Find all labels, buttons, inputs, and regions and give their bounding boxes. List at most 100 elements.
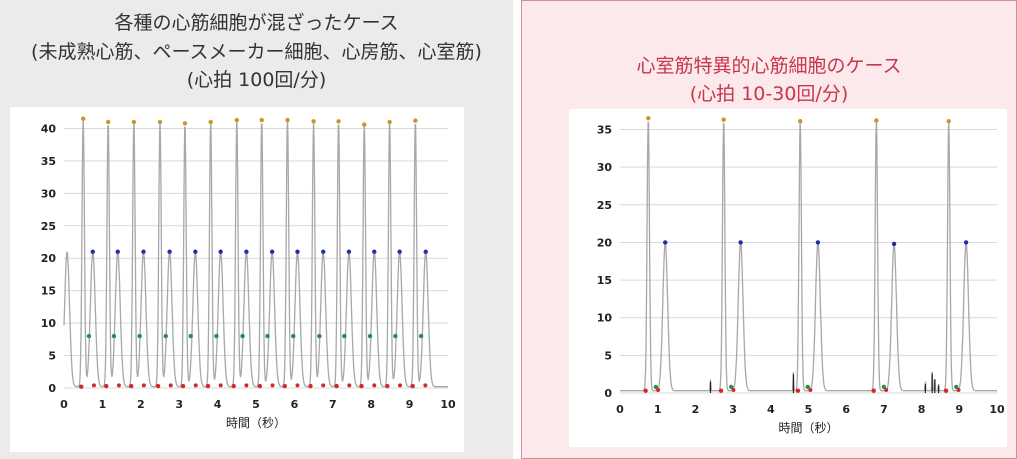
signal-trace bbox=[620, 120, 997, 392]
y-tick-label: 0 bbox=[48, 382, 56, 395]
baseline-marker bbox=[244, 383, 249, 388]
x-tick-label: 3 bbox=[729, 403, 737, 416]
x-tick-label: 2 bbox=[137, 398, 145, 411]
baseline-marker bbox=[168, 383, 173, 388]
y-tick-label: 15 bbox=[597, 274, 612, 287]
peak-marker bbox=[311, 119, 316, 124]
y-tick-label: 10 bbox=[41, 317, 57, 330]
baseline-marker bbox=[871, 388, 876, 393]
baseline-marker bbox=[410, 383, 415, 389]
title-line-1: 心室筋特異的心筋細胞のケース bbox=[636, 55, 902, 77]
baseline-marker bbox=[943, 388, 949, 393]
x-tick-label: 5 bbox=[805, 403, 813, 416]
y-tick-label: 15 bbox=[41, 285, 56, 298]
y-tick-label: 30 bbox=[597, 161, 613, 174]
baseline-marker bbox=[321, 383, 326, 388]
y-tick-label: 20 bbox=[41, 252, 57, 265]
trough-marker bbox=[86, 333, 92, 339]
secondary-peak-marker bbox=[141, 249, 146, 254]
x-tick-label: 1 bbox=[654, 403, 662, 416]
trough-marker bbox=[729, 384, 734, 390]
secondary-peak-marker bbox=[90, 249, 96, 254]
peak-marker bbox=[182, 121, 188, 126]
secondary-peak-marker bbox=[115, 249, 120, 254]
x-tick-label: 9 bbox=[955, 403, 963, 416]
secondary-peak-marker bbox=[815, 240, 821, 245]
x-axis-label: 時間（秒） bbox=[226, 416, 286, 430]
baseline-marker bbox=[180, 383, 186, 389]
peak-marker bbox=[81, 116, 86, 121]
baseline-marker bbox=[270, 383, 275, 388]
baseline-marker bbox=[398, 383, 402, 388]
chart-left-svg: 0 5 10 15 20 25 30 35 40 0 1 2 3 4 5 6 7 8 9 10 時間（秒） bbox=[41, 116, 456, 430]
baseline-marker bbox=[385, 383, 390, 389]
x-tick-label: 7 bbox=[880, 403, 888, 416]
baseline-marker bbox=[423, 383, 428, 388]
secondary-peak-marker bbox=[321, 249, 326, 254]
x-tick-label: 4 bbox=[214, 398, 222, 411]
baseline-marker bbox=[308, 383, 313, 389]
baseline-marker bbox=[231, 383, 236, 389]
y-tick-label: 0 bbox=[604, 387, 612, 400]
trough-marker bbox=[291, 333, 296, 339]
secondary-peak-marker bbox=[244, 249, 249, 254]
x-tick-label: 8 bbox=[367, 398, 375, 411]
trough-marker bbox=[393, 333, 398, 339]
baseline-marker bbox=[372, 383, 377, 388]
baseline-marker bbox=[359, 383, 364, 389]
chart-right-svg: 0 5 10 15 20 25 30 35 0 1 2 3 4 5 6 7 8 9 10 時間（秒） bbox=[597, 116, 1005, 435]
peak-marker bbox=[387, 119, 392, 125]
baseline-marker bbox=[795, 388, 801, 393]
x-tick-label: 7 bbox=[329, 398, 337, 411]
trough-marker bbox=[111, 333, 117, 339]
peak-marker bbox=[259, 117, 264, 123]
peak-marker bbox=[413, 118, 418, 123]
y-tick-label: 40 bbox=[41, 122, 57, 135]
y-tick-label: 25 bbox=[597, 199, 612, 212]
baseline-marker bbox=[282, 383, 287, 389]
baseline-marker bbox=[155, 383, 161, 389]
trough-marker bbox=[214, 333, 219, 339]
y-tick-label: 30 bbox=[41, 187, 57, 200]
y-tick-label: 35 bbox=[41, 155, 56, 168]
baseline-marker bbox=[643, 388, 648, 393]
baseline-marker bbox=[257, 383, 263, 389]
secondary-peak-marker bbox=[663, 240, 668, 245]
y-tick-label: 5 bbox=[604, 349, 612, 362]
trough-marker bbox=[188, 333, 193, 339]
title-line-3: (心拍 100回/分) bbox=[186, 69, 327, 91]
title-line-1: 各種の心筋細胞が混ざったケース bbox=[114, 12, 399, 34]
baseline-marker bbox=[205, 383, 211, 389]
baseline-marker bbox=[141, 383, 146, 388]
peak-marker bbox=[721, 117, 726, 122]
x-tick-label: 0 bbox=[60, 398, 68, 411]
baseline-marker bbox=[718, 388, 724, 393]
baseline-marker bbox=[295, 383, 300, 388]
x-tick-label: 1 bbox=[99, 398, 107, 411]
peak-marker bbox=[105, 119, 111, 125]
baseline-marker bbox=[731, 387, 736, 392]
x-tick-label: 9 bbox=[406, 398, 414, 411]
trough-marker bbox=[240, 333, 245, 339]
trough-marker bbox=[805, 384, 810, 390]
x-tick-label: 6 bbox=[842, 403, 850, 416]
x-tick-label: 6 bbox=[291, 398, 299, 411]
chart-right: 0 5 10 15 20 25 30 35 0 1 2 3 4 5 6 7 8 9 10 時間（秒） bbox=[569, 109, 1007, 447]
trough-marker bbox=[265, 333, 270, 339]
secondary-peak-marker bbox=[423, 249, 428, 254]
baseline-marker bbox=[104, 383, 109, 389]
secondary-peak-marker bbox=[372, 249, 377, 254]
trough-marker bbox=[137, 333, 142, 339]
trough-marker bbox=[954, 384, 959, 390]
baseline-marker bbox=[347, 383, 352, 388]
secondary-peak-marker bbox=[295, 249, 300, 254]
x-tick-label: 2 bbox=[692, 403, 700, 416]
baseline-marker bbox=[193, 383, 198, 388]
baseline-marker bbox=[116, 383, 121, 388]
panel-ventricular-cells: 心室筋特異的心筋細胞のケース (心拍 10-30回/分) 0 5 10 15 20 25 3… bbox=[521, 0, 1017, 459]
baseline-marker bbox=[656, 387, 661, 392]
y-tick-label: 5 bbox=[48, 350, 56, 363]
secondary-peak-marker bbox=[193, 249, 198, 254]
trough-marker bbox=[653, 384, 659, 390]
y-tick-label: 35 bbox=[597, 124, 612, 137]
